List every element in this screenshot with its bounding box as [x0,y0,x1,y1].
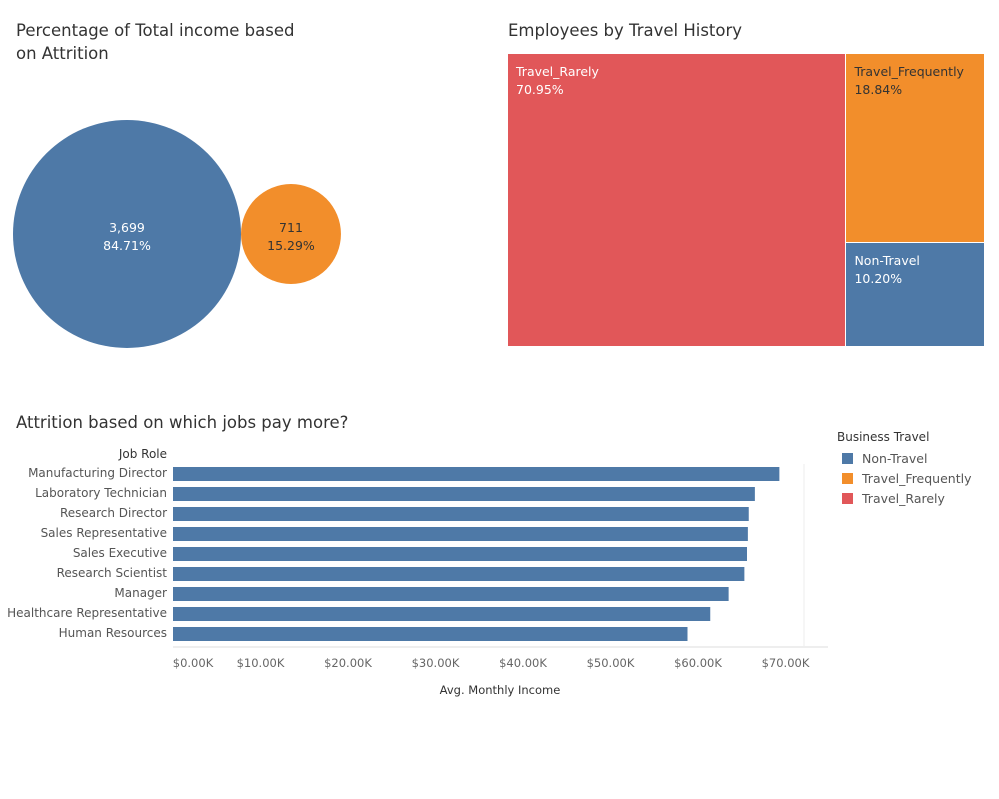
treemap-cell-percent: 18.84% [854,82,903,97]
legend-item-travel-frequently[interactable]: Travel_Frequently [837,468,972,488]
job-role-label: Sales Executive [73,546,167,560]
treemap-cell-percent: 70.95% [516,82,564,97]
x-tick-label: $40.00K [499,656,547,670]
bubble-value-label: 711 [279,220,303,235]
x-tick-label: $20.00K [324,656,372,670]
x-tick-label: $50.00K [587,656,635,670]
treemap-cell-name: Travel_Rarely [516,64,599,79]
bar[interactable] [173,607,711,621]
treemap-cell-name: Non-Travel [854,253,920,269]
job-role-label: Laboratory Technician [35,486,167,500]
job-role-label: Research Scientist [57,566,168,580]
legend[interactable]: Business Travel Non-Travel Travel_Frequen… [837,430,972,508]
legend-swatch [842,492,853,504]
legend-title: Business Travel [837,430,930,444]
job-role-label: Manager [114,586,167,600]
job-role-label: Sales Representative [41,526,167,540]
x-tick-label: $60.00K [674,656,722,670]
job-role-label: Manufacturing Director [28,466,167,480]
bubble-1[interactable] [241,184,341,284]
x-tick-label: $30.00K [412,656,460,670]
legend-label: Travel_Frequently [862,470,972,486]
bubble-percent-label: 84.71% [103,238,151,253]
x-axis-title: Avg. Monthly Income [440,683,561,697]
bar[interactable] [173,487,755,501]
treemap-title: Employees by Travel History [508,21,743,40]
bar[interactable] [173,547,747,561]
bar-chart: Job Role Manufacturing Director Laboratory… [7,447,828,697]
legend-item-travel-rarely[interactable]: Travel_Rarely [837,488,972,508]
x-tick-label: $0.00K [173,656,214,670]
legend-label: Travel_Rarely [862,490,945,506]
bar[interactable] [173,567,745,581]
bubble-chart-title: Percentage of Total income based on Attr… [16,21,295,63]
bar[interactable] [173,627,688,641]
treemap-cell-travel-frequently[interactable]: Travel_Frequently 18.84% [846,54,985,244]
row-header-job-role: Job Role [118,447,167,461]
legend-swatch [842,472,853,484]
bubble-value-label: 3,699 [109,220,145,235]
bar-chart-title: Attrition based on which jobs pay more? [16,413,349,432]
treemap-cell-name: Travel_Frequently [854,64,964,79]
bar[interactable] [173,587,729,601]
job-role-label: Human Resources [59,626,167,640]
bar[interactable] [173,467,780,481]
bubble-percent-label: 15.29% [267,238,315,253]
bar[interactable] [173,507,749,521]
x-tick-label: $10.00K [237,656,285,670]
x-tick-label: $70.00K [762,656,810,670]
treemap-cell-travel-rarely[interactable]: Travel_Rarely 70.95% [508,54,847,346]
treemap-cell-non-travel[interactable]: Non-Travel 10.20% [846,243,985,346]
bar[interactable] [173,527,748,541]
bubble-chart: 3,699 84.71% 711 15.29% [13,120,341,348]
treemap-chart: Travel_Rarely 70.95% Travel_Frequently 18.8… [508,54,985,346]
bubble-0[interactable] [13,120,241,348]
legend-swatch [842,452,853,464]
treemap-cell-percent: 10.20% [854,271,903,287]
job-role-label: Research Director [60,506,167,520]
legend-item-non-travel[interactable]: Non-Travel [837,448,972,468]
legend-label: Non-Travel [862,450,928,466]
job-role-label: Healthcare Representative [7,606,167,620]
